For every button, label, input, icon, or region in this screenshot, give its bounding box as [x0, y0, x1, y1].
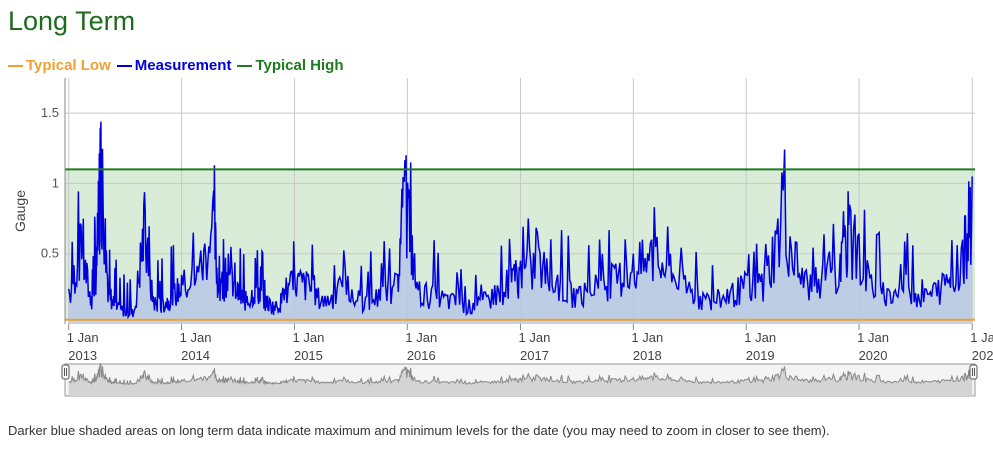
x-tick-label-year: 2014 — [181, 348, 210, 363]
y-axis-title: Gauge — [12, 190, 28, 232]
measurement-line — [67, 121, 973, 320]
x-tick-label-day: 1 Jan — [293, 330, 325, 345]
y-tick-label: 0.5 — [41, 246, 59, 261]
legend-swatch-typical-low — [8, 64, 23, 67]
footnote: Darker blue shaded areas on long term da… — [8, 423, 830, 438]
x-tick-label-day: 1 Jan — [67, 330, 99, 345]
page-title: Long Term — [8, 6, 136, 36]
legend-item-typical-high[interactable]: Typical High — [237, 57, 344, 74]
legend-item-typical-low[interactable]: Typical Low — [8, 57, 111, 74]
x-tick-label-year: 2016 — [407, 348, 436, 363]
navigator-line — [68, 362, 973, 386]
x-tick-label-year: 2015 — [294, 348, 323, 363]
x-tick-label-day: 1 Jan — [744, 330, 776, 345]
x-tick-label-day: 1 Jan — [631, 330, 663, 345]
x-tick-label-day: 1 Jan — [970, 330, 993, 345]
x-tick-label-year: 2020 — [859, 348, 888, 363]
x-tick-label-day: 1 Jan — [519, 330, 551, 345]
navigator-handle-left[interactable] — [61, 364, 70, 380]
legend: Typical Low Measurement Typical High — [8, 57, 344, 74]
x-tick-label-year: 2021 — [972, 348, 993, 363]
x-tick-label-day: 1 Jan — [405, 330, 437, 345]
y-tick-label: 1 — [52, 175, 59, 190]
x-tick-label-year: 2018 — [633, 348, 662, 363]
navigator-area — [68, 363, 973, 396]
legend-label-measurement: Measurement — [134, 57, 232, 74]
x-tick-label-day: 1 Jan — [857, 330, 889, 345]
legend-item-measurement[interactable]: Measurement — [116, 57, 232, 74]
navigator-handle-right[interactable] — [969, 364, 978, 380]
y-tick-label: 1.5 — [41, 105, 59, 120]
x-tick-label-year: 2017 — [520, 348, 549, 363]
long-term-chart[interactable]: 0.5 1 1.5 Gauge 1 Jan 2013 1 Jan 2014 1 Jan 2015 1… — [0, 0, 993, 420]
legend-swatch-measurement — [116, 64, 132, 67]
navigator — [61, 362, 978, 397]
legend-label-typical-low: Typical Low — [26, 57, 111, 74]
legend-label-typical-high: Typical High — [255, 57, 344, 74]
legend-swatch-typical-high — [237, 64, 253, 67]
x-tick-label-year: 2019 — [746, 348, 775, 363]
x-tick-label-year: 2013 — [68, 348, 97, 363]
x-tick-label-day: 1 Jan — [180, 330, 212, 345]
